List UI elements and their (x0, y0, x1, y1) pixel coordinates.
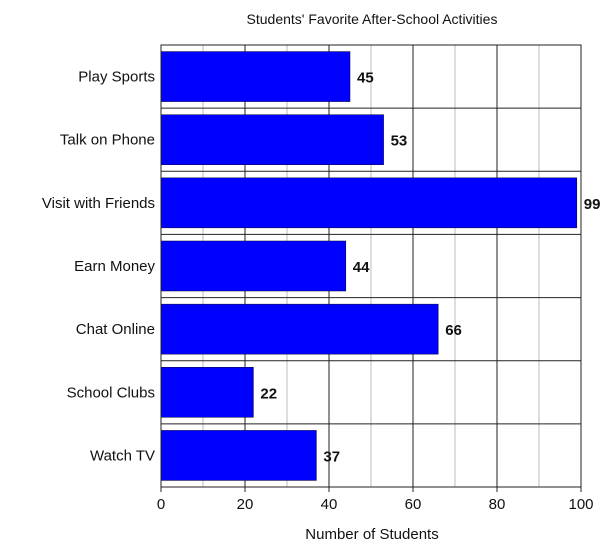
plot-frame (160, 44, 582, 488)
category-label: Watch TV (90, 447, 155, 464)
category-label: School Clubs (67, 384, 155, 401)
category-label: Visit with Friends (42, 195, 155, 212)
bar (160, 430, 317, 481)
x-axis-ticks: 0 20 40 60 80 100 (157, 487, 594, 513)
data-label: 44 (353, 259, 370, 276)
bar (160, 367, 254, 418)
bar (160, 114, 384, 165)
tick-label: 80 (489, 496, 506, 513)
bars (160, 51, 578, 481)
chart-title: Students' Favorite After-School Activiti… (247, 11, 498, 27)
tick-label: 0 (157, 496, 165, 513)
data-label: 66 (445, 322, 462, 339)
category-label: Earn Money (74, 258, 155, 275)
bar (160, 240, 347, 292)
x-axis-title: Number of Students (305, 526, 438, 543)
data-label: 53 (391, 133, 408, 150)
value-labels: 45 53 99 44 66 22 37 (260, 70, 600, 466)
category-label: Chat Online (76, 321, 155, 338)
category-label: Play Sports (78, 69, 155, 86)
plot-border (160, 44, 582, 488)
tick-label: 40 (321, 496, 338, 513)
tick-label: 60 (405, 496, 422, 513)
bar (160, 303, 439, 355)
data-label: 99 (584, 196, 601, 213)
gridlines (161, 45, 581, 487)
bar (160, 177, 578, 229)
category-label: Talk on Phone (60, 132, 155, 149)
data-label: 22 (260, 385, 277, 402)
bar (160, 51, 351, 102)
tick-label: 100 (568, 496, 593, 513)
tick-label: 20 (237, 496, 254, 513)
data-label: 45 (357, 70, 374, 87)
category-labels: Play Sports Talk on Phone Visit with Frien… (42, 69, 156, 465)
data-label: 37 (323, 448, 340, 465)
